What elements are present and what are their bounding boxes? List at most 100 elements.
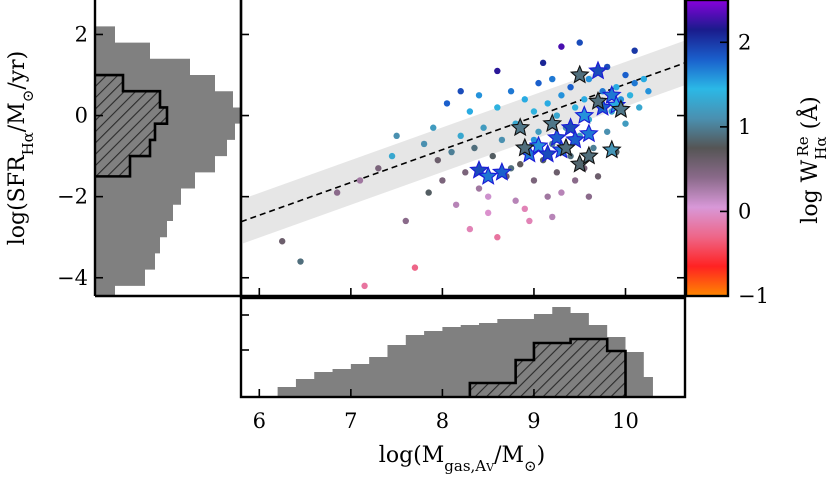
- starred-point: [510, 117, 531, 137]
- colorbar-frame: [684, 0, 730, 298]
- galaxy-point: [626, 92, 634, 99]
- galaxy-point: [494, 104, 501, 111]
- galaxy-point: [636, 104, 643, 111]
- galaxy-point: [411, 264, 419, 271]
- galaxy-point: [278, 238, 286, 245]
- galaxy-point: [512, 197, 519, 204]
- y-tick-label: 2: [75, 22, 88, 46]
- galaxy-point: [535, 128, 542, 135]
- galaxy-point: [549, 213, 556, 221]
- galaxy-point: [576, 39, 583, 46]
- galaxy-point: [448, 148, 455, 156]
- y-tick-label: −4: [57, 266, 88, 290]
- starred-point: [611, 99, 631, 118]
- galaxy-point: [585, 75, 593, 83]
- galaxy-point: [475, 185, 483, 192]
- colorbar-tick-label: 0: [738, 199, 751, 223]
- galaxy-point: [517, 161, 524, 168]
- galaxy-point: [466, 108, 474, 115]
- galaxy-point: [613, 83, 620, 91]
- galaxy-point: [530, 177, 538, 184]
- galaxy-point: [452, 201, 460, 208]
- galaxy-point: [571, 177, 579, 184]
- starred-point: [491, 161, 512, 181]
- galaxy-point: [457, 88, 464, 95]
- galaxy-point: [622, 71, 629, 79]
- galaxy-point: [466, 225, 474, 233]
- galaxy-point: [549, 75, 556, 83]
- galaxy-point: [420, 140, 428, 148]
- galaxy-point: [521, 205, 528, 213]
- galaxy-point: [558, 43, 565, 50]
- galaxy-point: [439, 177, 446, 184]
- galaxy-point: [585, 193, 593, 200]
- y-tick-label: 0: [75, 104, 88, 128]
- x-histogram-frame: [239, 296, 687, 399]
- x-axis-label: log(Mgas,AV/M⊙): [379, 443, 545, 475]
- galaxy-point: [356, 177, 364, 184]
- galaxy-point: [489, 152, 496, 160]
- starred-point: [569, 64, 590, 84]
- galaxy-point: [457, 132, 464, 140]
- x-tick-label: 6: [253, 409, 266, 433]
- galaxy-point: [475, 92, 483, 99]
- galaxy-point: [571, 104, 579, 111]
- galaxy-point: [622, 120, 629, 127]
- galaxy-point: [521, 96, 528, 103]
- galaxy-point: [375, 165, 382, 172]
- galaxy-point: [558, 189, 565, 196]
- colorbar-tick-label: 2: [738, 30, 751, 54]
- galaxy-point: [590, 144, 597, 152]
- galaxy-point: [494, 67, 501, 75]
- starred-point: [588, 60, 608, 80]
- galaxy-point: [558, 92, 565, 99]
- main-scatter-panel: [239, 0, 687, 298]
- galaxy-point: [603, 128, 611, 135]
- y-histogram-panel: [93, 0, 243, 298]
- starred-point: [514, 137, 535, 157]
- galaxy-point: [539, 59, 547, 67]
- colorbar-gradient: [686, 0, 728, 296]
- galaxy-point: [594, 173, 602, 180]
- colorbar-label: log WHαRe (Å): [794, 96, 830, 223]
- x-histogram-subsample: [468, 337, 627, 397]
- galaxy-point: [553, 169, 561, 176]
- starred-point: [601, 139, 622, 159]
- galaxy-point: [645, 88, 652, 95]
- x-histogram-subsample-hatch: [469, 339, 626, 397]
- starred-point: [478, 165, 499, 185]
- galaxy-point: [484, 193, 492, 200]
- galaxy-point: [507, 88, 515, 95]
- y-axis-label: log(SFRHα/M⊙/yr): [5, 51, 37, 246]
- starred-point: [542, 113, 563, 133]
- starred-point: [574, 105, 595, 124]
- starred-point: [588, 90, 608, 110]
- colorbar: 2 1 0 −1: [684, 0, 769, 308]
- galaxy-point: [567, 83, 574, 91]
- galaxy-point: [498, 136, 506, 144]
- galaxy-point: [443, 100, 451, 107]
- galaxy-point: [361, 282, 368, 290]
- colorbar-tick-label: 1: [738, 115, 751, 139]
- y-histogram-subsample: [95, 73, 169, 178]
- x-tick-label: 7: [344, 409, 357, 433]
- starred-point: [556, 137, 576, 157]
- colorbar-tick-label: −1: [738, 284, 769, 308]
- galaxy-point: [480, 124, 487, 131]
- galaxy-point: [402, 217, 409, 225]
- x-tick-label: 8: [436, 409, 449, 433]
- x-tick-label: 10: [612, 409, 639, 433]
- galaxy-point: [462, 169, 469, 176]
- galaxy-point: [333, 189, 341, 196]
- galaxy-point: [544, 193, 551, 200]
- starred-point: [528, 135, 549, 155]
- galaxy-point: [388, 152, 396, 160]
- starred-point: [578, 145, 599, 165]
- starred-point: [537, 143, 558, 163]
- galaxy-point: [425, 189, 432, 196]
- galaxy-point: [631, 79, 638, 87]
- galaxy-point: [544, 100, 551, 107]
- galaxy-point: [393, 132, 400, 140]
- galaxy-point: [530, 136, 538, 144]
